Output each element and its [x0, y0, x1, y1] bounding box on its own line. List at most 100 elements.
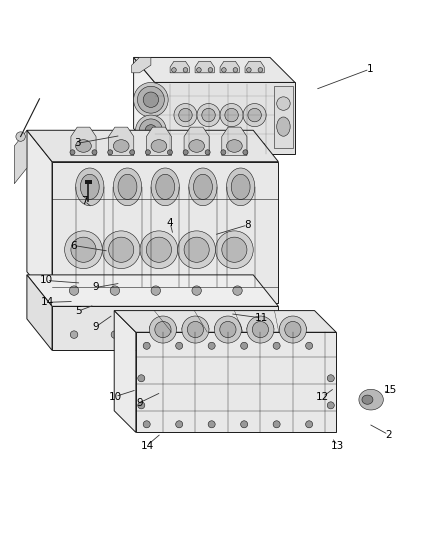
Circle shape — [70, 150, 75, 155]
Ellipse shape — [151, 168, 179, 206]
Polygon shape — [359, 389, 383, 410]
Polygon shape — [222, 127, 247, 156]
Circle shape — [108, 150, 113, 155]
Polygon shape — [134, 58, 295, 83]
Polygon shape — [195, 61, 214, 73]
Circle shape — [196, 293, 204, 301]
Polygon shape — [220, 61, 239, 73]
Circle shape — [130, 150, 135, 155]
Text: 14: 14 — [41, 297, 54, 308]
Circle shape — [237, 143, 242, 149]
Circle shape — [306, 342, 313, 349]
Circle shape — [234, 331, 241, 338]
Circle shape — [69, 286, 79, 295]
Circle shape — [225, 108, 238, 122]
Circle shape — [102, 231, 140, 269]
Text: 1: 1 — [366, 64, 373, 74]
Circle shape — [221, 150, 226, 155]
Text: 13: 13 — [331, 440, 344, 450]
Circle shape — [146, 237, 172, 262]
Circle shape — [183, 68, 188, 72]
Circle shape — [183, 150, 188, 155]
Ellipse shape — [189, 140, 205, 152]
Circle shape — [102, 293, 109, 301]
Polygon shape — [136, 332, 336, 432]
Circle shape — [248, 108, 261, 122]
Circle shape — [243, 150, 248, 155]
Circle shape — [155, 321, 171, 338]
Polygon shape — [132, 58, 151, 73]
Text: 2: 2 — [385, 430, 392, 440]
Circle shape — [259, 143, 265, 149]
Text: 14: 14 — [140, 440, 154, 450]
Text: 6: 6 — [71, 240, 78, 251]
Polygon shape — [114, 311, 336, 332]
Circle shape — [233, 286, 242, 295]
Circle shape — [178, 231, 215, 269]
Polygon shape — [170, 61, 189, 73]
Circle shape — [259, 293, 266, 301]
Circle shape — [277, 97, 290, 110]
Ellipse shape — [151, 140, 167, 152]
Bar — [85, 181, 92, 183]
Circle shape — [143, 421, 150, 428]
Circle shape — [176, 421, 183, 428]
Circle shape — [208, 421, 215, 428]
Polygon shape — [155, 83, 295, 154]
Polygon shape — [274, 86, 293, 148]
Circle shape — [172, 68, 176, 72]
Circle shape — [70, 293, 78, 301]
Text: 3: 3 — [74, 139, 81, 148]
Circle shape — [273, 421, 280, 428]
Circle shape — [165, 293, 172, 301]
Circle shape — [222, 237, 247, 262]
Polygon shape — [134, 58, 155, 154]
Circle shape — [138, 375, 145, 382]
Text: 9: 9 — [92, 322, 99, 332]
Text: 9: 9 — [136, 398, 143, 408]
Text: 10: 10 — [109, 392, 122, 401]
Text: 15: 15 — [384, 385, 397, 394]
Ellipse shape — [189, 168, 217, 206]
Polygon shape — [52, 306, 279, 350]
Circle shape — [192, 286, 201, 295]
Circle shape — [167, 150, 173, 155]
Circle shape — [135, 115, 166, 146]
Circle shape — [202, 108, 215, 122]
Circle shape — [109, 237, 134, 262]
Circle shape — [252, 321, 268, 338]
Ellipse shape — [76, 140, 92, 152]
Circle shape — [149, 316, 177, 343]
Circle shape — [111, 331, 119, 338]
Circle shape — [138, 402, 145, 409]
Circle shape — [214, 316, 241, 343]
Circle shape — [215, 231, 253, 269]
Ellipse shape — [113, 140, 129, 152]
Circle shape — [243, 103, 266, 127]
Ellipse shape — [118, 174, 137, 199]
Text: 5: 5 — [75, 306, 82, 316]
Polygon shape — [109, 127, 134, 156]
Circle shape — [327, 402, 334, 409]
Circle shape — [143, 342, 150, 349]
Circle shape — [205, 150, 210, 155]
Circle shape — [92, 150, 97, 155]
Ellipse shape — [226, 140, 242, 152]
Polygon shape — [14, 130, 27, 184]
Polygon shape — [27, 130, 52, 303]
Polygon shape — [52, 161, 279, 303]
Circle shape — [110, 286, 120, 295]
Circle shape — [138, 86, 164, 113]
Ellipse shape — [277, 117, 290, 136]
Circle shape — [220, 321, 236, 338]
Polygon shape — [184, 127, 209, 156]
Circle shape — [182, 316, 209, 343]
Text: 8: 8 — [244, 220, 251, 230]
Polygon shape — [71, 127, 96, 156]
Polygon shape — [27, 275, 52, 350]
Text: 7: 7 — [81, 196, 88, 206]
Ellipse shape — [226, 168, 255, 206]
Polygon shape — [114, 311, 136, 432]
Circle shape — [16, 132, 25, 141]
Circle shape — [140, 231, 178, 269]
